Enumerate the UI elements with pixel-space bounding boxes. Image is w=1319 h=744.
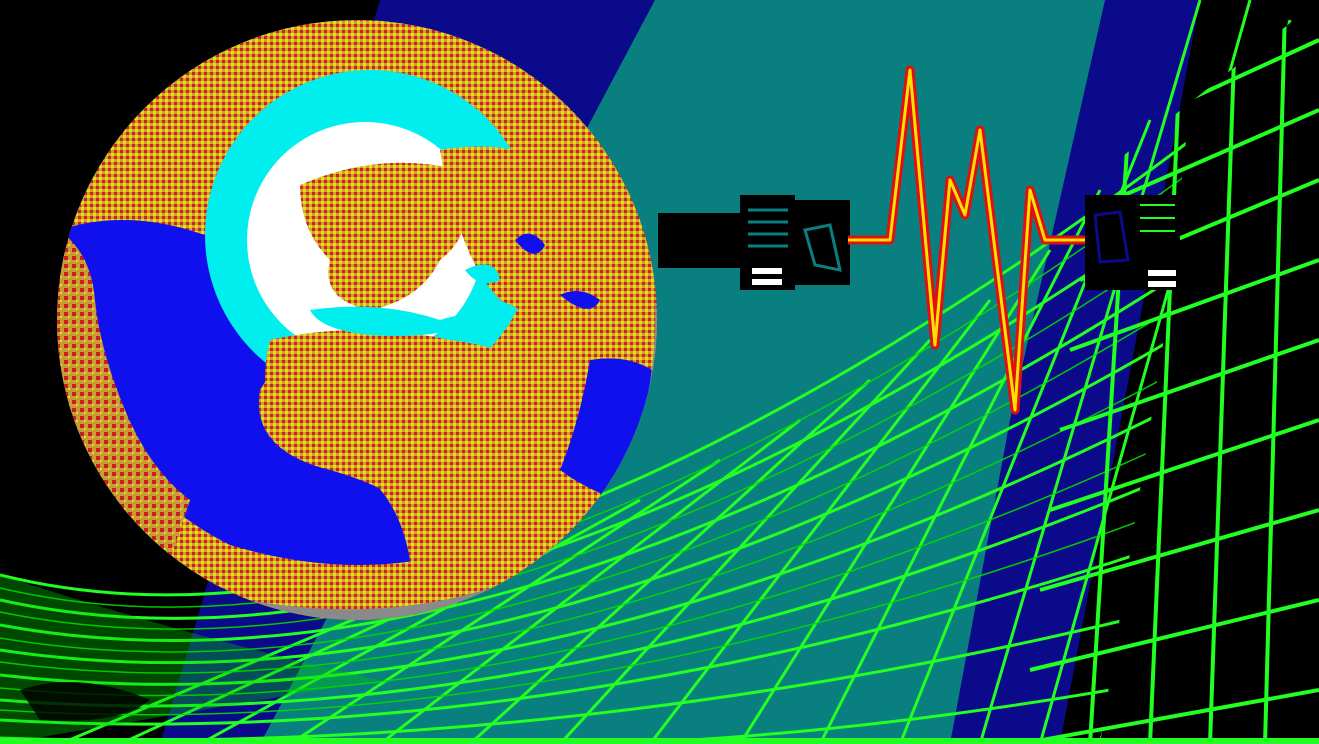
space-band-navy-right [950,0,1200,744]
bottom-green-line [0,738,1319,744]
grid-dark-zone [1019,0,1319,744]
heartbeat-waveform [848,65,1085,415]
bnc-plug [658,195,850,290]
wireframe-grid-fine [0,74,1319,716]
bnc-socket [1085,195,1180,290]
floor-dark-patch [20,682,150,721]
